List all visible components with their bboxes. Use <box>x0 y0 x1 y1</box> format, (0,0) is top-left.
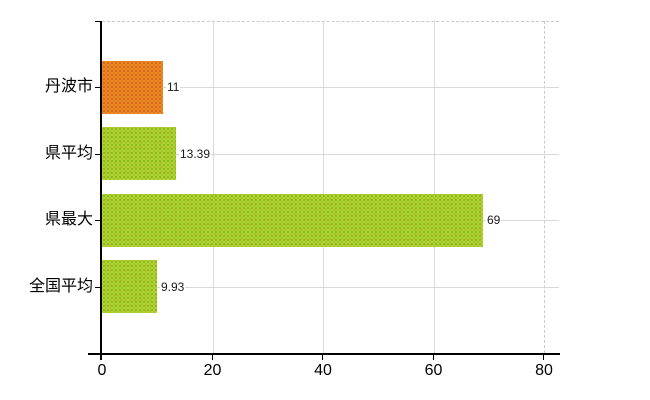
x-axis-tick <box>101 353 102 360</box>
x-tick-label: 60 <box>424 362 443 379</box>
plot-border-top <box>102 21 559 22</box>
category-label: 全国平均 <box>28 278 93 295</box>
x-axis-tick <box>543 353 544 360</box>
y-axis-line <box>100 21 102 360</box>
value-label: 11 <box>166 79 181 95</box>
x-tick-label: 0 <box>97 362 107 379</box>
category-tick <box>95 87 102 88</box>
x-tick-label: 20 <box>203 362 222 379</box>
bar <box>102 127 176 180</box>
y-axis-top-tick <box>95 21 102 22</box>
bar <box>102 260 157 313</box>
x-gridline <box>212 21 214 353</box>
value-label: 69 <box>486 212 502 228</box>
value-label: 13.39 <box>179 146 212 162</box>
x-tick-label: 40 <box>314 362 332 379</box>
x-axis-tick <box>322 353 323 360</box>
x-gridline <box>433 21 435 353</box>
category-tick <box>95 220 102 221</box>
category-label: 県最大 <box>44 211 93 228</box>
category-gridline <box>102 154 559 155</box>
category-gridline <box>102 287 559 288</box>
x-axis-tick <box>432 353 434 360</box>
plot-border-right <box>544 21 545 353</box>
x-tick-label: 80 <box>535 362 553 379</box>
x-axis-line <box>88 353 560 355</box>
bar <box>102 61 163 114</box>
category-label: 丹波市 <box>44 78 93 95</box>
category-tick <box>95 287 102 288</box>
category-label: 県平均 <box>44 145 93 162</box>
bar <box>102 194 483 247</box>
value-label: 9.93 <box>160 279 186 295</box>
x-gridline <box>323 21 324 353</box>
category-tick <box>95 154 102 155</box>
x-axis-tick <box>211 353 213 360</box>
category-gridline <box>102 87 559 88</box>
